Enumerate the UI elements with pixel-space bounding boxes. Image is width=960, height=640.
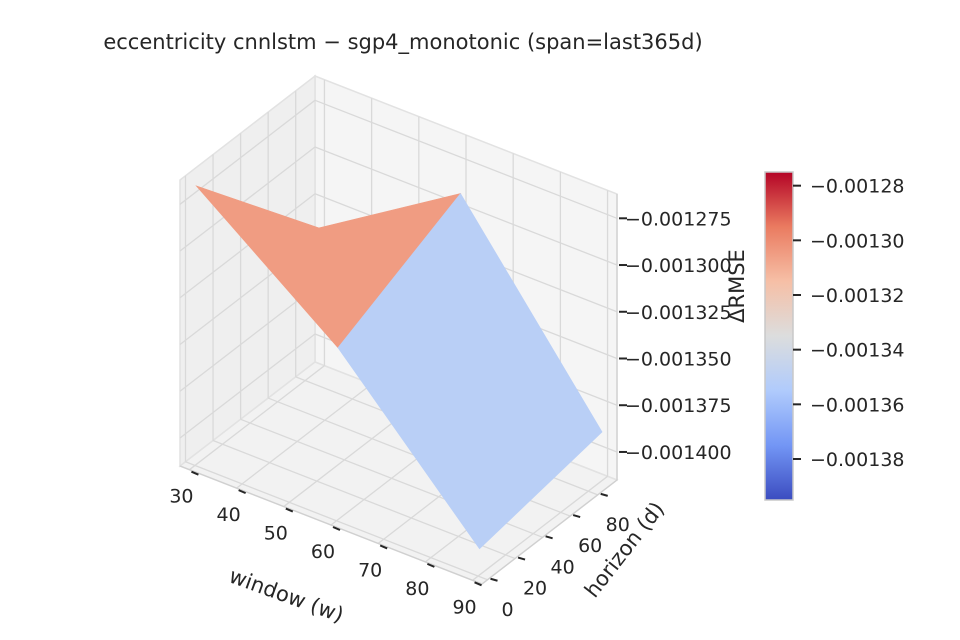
x-tick-label: 30 (169, 486, 193, 508)
grid-line (189, 365, 325, 471)
x-axis: 30 40 50 60 70 80 90 (169, 465, 483, 618)
x-tick (238, 489, 247, 495)
colorbar-tick-label: −0.00136 (810, 394, 905, 416)
colorbar: −0.00128 −0.00130 −0.00132 −0.00134 −0.00136… (764, 171, 905, 501)
chart-title: eccentricity cnnlstm − sgp4_monotonic (s… (103, 30, 702, 55)
y-tick (490, 577, 498, 582)
z-tick-label: −0.001350 (625, 348, 732, 370)
x-tick (332, 526, 341, 531)
x-tick (379, 544, 388, 550)
grid-line (179, 333, 316, 439)
y-tick (572, 514, 581, 519)
y-tick (545, 535, 553, 540)
x-tick (426, 562, 435, 568)
y-tick (517, 556, 526, 561)
colorbar-tick-label: −0.00138 (810, 449, 905, 471)
z-tick-label: −0.001275 (625, 208, 732, 230)
colorbar-tick-label: −0.00132 (810, 285, 905, 307)
z-axis: −0.001275 −0.001300 −0.001325 −0.001350 −0.0… (616, 194, 732, 480)
z-tick-label: −0.001400 (625, 442, 732, 464)
x-axis-line (179, 465, 483, 585)
grid-line (212, 439, 516, 560)
y-tick-label: 60 (578, 535, 602, 557)
x-tick-label: 70 (358, 559, 382, 581)
y-tick-label: 40 (551, 556, 575, 578)
y-tick (600, 492, 608, 497)
z-tick-label: −0.001325 (625, 302, 732, 324)
grid-line (179, 99, 316, 205)
surface-plot (195, 185, 603, 550)
x-tick-label: 60 (311, 541, 335, 563)
x-axis-label: window (w) (226, 564, 347, 628)
grid-line (179, 146, 316, 252)
colorbar-bar (764, 171, 794, 501)
z-tick-label: −0.001300 (625, 255, 732, 277)
grid-line (185, 461, 488, 581)
x-tick-label: 90 (452, 596, 476, 618)
x-tick (474, 581, 482, 587)
y-tick-label: 0 (501, 599, 513, 621)
grid-line (179, 193, 316, 299)
z-tick-label: −0.001375 (625, 395, 732, 417)
x-tick-label: 80 (405, 578, 429, 600)
surface-face (337, 192, 603, 550)
grid-line (179, 286, 316, 392)
z-axis-label: ΔRMSE (725, 249, 749, 323)
colorbar-tick-label: −0.00134 (810, 340, 905, 362)
colorbar-tick-label: −0.00128 (810, 176, 905, 198)
colorbar-tick-label: −0.00130 (810, 230, 905, 252)
x-tick-label: 50 (264, 523, 288, 545)
grid-line (314, 99, 618, 219)
y-axis-line (481, 479, 618, 585)
y-tick-label: 20 (523, 578, 547, 600)
grid-line (236, 383, 373, 489)
grid-line (472, 475, 608, 581)
x-tick-label: 40 (217, 504, 241, 526)
x-tick (191, 470, 199, 476)
y-tick-label: 80 (606, 514, 630, 536)
x-tick (285, 507, 294, 513)
